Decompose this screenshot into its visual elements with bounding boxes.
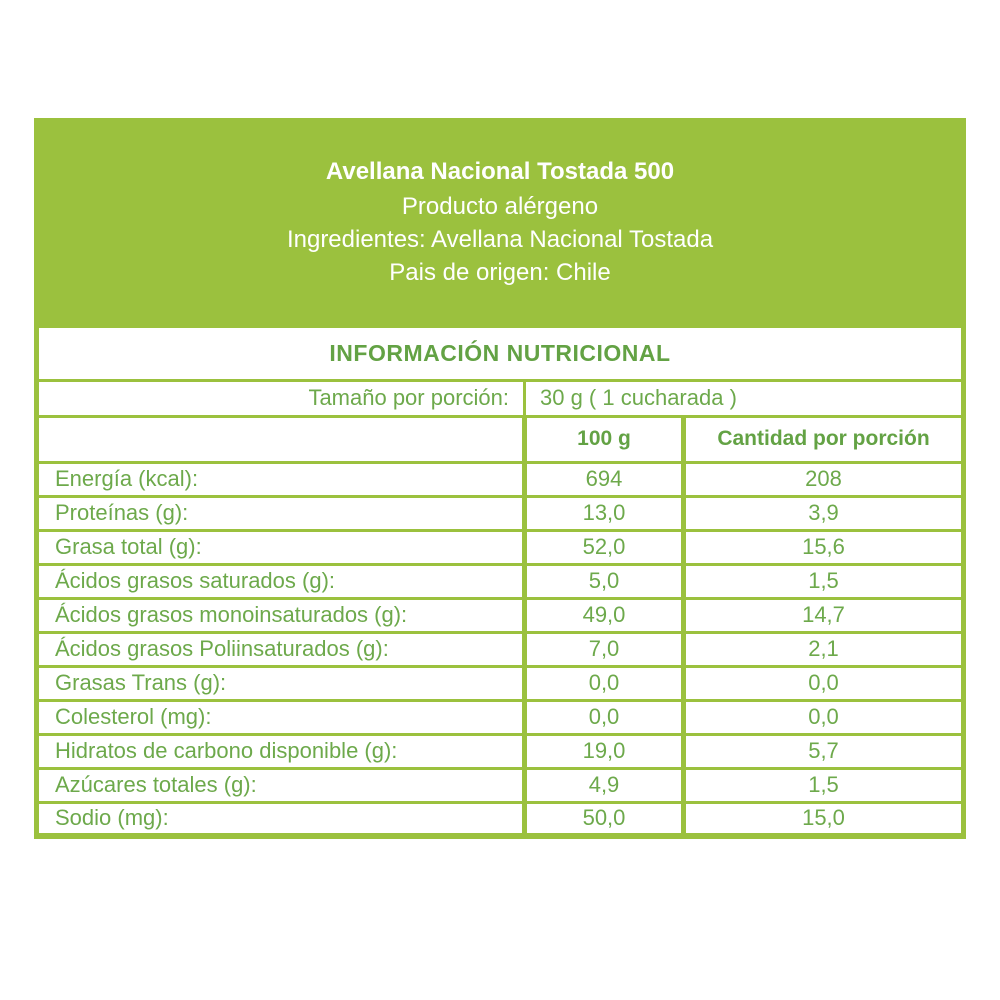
- nutrient-label: Energía (kcal):: [55, 466, 199, 491]
- nutrient-value-portion: 1,5: [681, 564, 964, 598]
- nutrient-value-portion: 15,0: [681, 802, 964, 836]
- column-header-empty: [37, 416, 525, 462]
- nutrient-value-portion: 0,0: [681, 700, 964, 734]
- nutrient-row: Grasa total (g): 52,0 15,6: [36, 530, 964, 564]
- nutrient-value-portion: 3,9: [681, 496, 964, 530]
- nutrient-row: Grasas Trans (g): 0,0 0,0: [36, 666, 964, 700]
- origin-line: Pais de origen: Chile: [389, 259, 611, 286]
- nutrient-label: Grasas Trans (g):: [55, 670, 227, 695]
- nutrient-row: Azúcares totales (g): 4,9 1,5: [36, 768, 964, 802]
- nutrient-value-100g: 50,0: [522, 802, 684, 836]
- nutrient-value-100g: 5,0: [522, 564, 684, 598]
- serving-size-row: Tamaño por porción: 30 g ( 1 cucharada ): [36, 380, 964, 416]
- nutrient-value-100g: 7,0: [522, 632, 684, 666]
- nutrient-value-portion: 2,1: [681, 632, 964, 666]
- product-header: Avellana Nacional Tostada 500 Producto a…: [34, 118, 966, 328]
- nutrient-label: Colesterol (mg):: [55, 704, 212, 729]
- nutrition-label: Avellana Nacional Tostada 500 Producto a…: [34, 118, 966, 839]
- nutrient-value-100g: 0,0: [522, 700, 684, 734]
- nutrient-label: Grasa total (g):: [55, 534, 202, 559]
- nutrient-row: Ácidos grasos Poliinsaturados (g): 7,0 2…: [36, 632, 964, 666]
- ingredients-line: Ingredientes: Avellana Nacional Tostada: [286, 226, 714, 253]
- nutrient-row: Proteínas (g): 13,0 3,9: [36, 496, 964, 530]
- nutrient-value-100g: 19,0: [522, 734, 684, 768]
- nutrient-value-100g: 13,0: [522, 496, 684, 530]
- nutrient-label: Sodio (mg):: [55, 805, 169, 831]
- nutrient-value-100g: 49,0: [522, 598, 684, 632]
- nutrient-row: Energía (kcal): 694 208: [36, 462, 964, 496]
- serving-size-label: Tamaño por porción:: [308, 385, 509, 410]
- nutrient-value-portion: 0,0: [681, 666, 964, 700]
- nutrient-label: Hidratos de carbono disponible (g):: [55, 738, 398, 763]
- column-header-100g: 100 g: [522, 416, 684, 462]
- column-header-portion: Cantidad por porción: [681, 416, 964, 462]
- nutrient-value-100g: 4,9: [522, 768, 684, 802]
- column-header-row: 100 g Cantidad por porción: [36, 416, 964, 462]
- serving-size-value: 30 g ( 1 cucharada ): [523, 380, 964, 416]
- nutrient-value-portion: 14,7: [681, 598, 964, 632]
- table-title: INFORMACIÓN NUTRICIONAL: [329, 339, 671, 366]
- nutrient-value-portion: 208: [681, 462, 964, 496]
- nutrient-value-portion: 15,6: [681, 530, 964, 564]
- nutrient-row: Ácidos grasos saturados (g): 5,0 1,5: [36, 564, 964, 598]
- nutrient-value-100g: 0,0: [522, 666, 684, 700]
- nutrition-rows: Energía (kcal): 694 208 Proteínas (g): 1…: [36, 462, 964, 836]
- nutrient-value-portion: 1,5: [681, 768, 964, 802]
- nutrient-label: Ácidos grasos Poliinsaturados (g):: [55, 636, 389, 661]
- nutrient-label: Azúcares totales (g):: [55, 772, 257, 797]
- nutrition-table: INFORMACIÓN NUTRICIONAL Tamaño por porci…: [34, 328, 966, 839]
- nutrient-value-100g: 694: [522, 462, 684, 496]
- product-title: Avellana Nacional Tostada 500: [325, 158, 675, 185]
- nutrient-label: Proteínas (g):: [55, 500, 189, 525]
- table-title-row: INFORMACIÓN NUTRICIONAL: [37, 328, 964, 380]
- nutrient-row: Ácidos grasos monoinsaturados (g): 49,0 …: [36, 598, 964, 632]
- nutrient-value-portion: 5,7: [681, 734, 964, 768]
- nutrient-value-100g: 52,0: [522, 530, 684, 564]
- allergen-line: Producto alérgeno: [401, 193, 599, 220]
- nutrient-row: Sodio (mg): 50,0 15,0: [36, 802, 964, 836]
- nutrient-label: Ácidos grasos monoinsaturados (g):: [55, 602, 408, 627]
- nutrient-label: Ácidos grasos saturados (g):: [55, 568, 336, 593]
- nutrient-row: Hidratos de carbono disponible (g): 19,0…: [36, 734, 964, 768]
- nutrient-row: Colesterol (mg): 0,0 0,0: [36, 700, 964, 734]
